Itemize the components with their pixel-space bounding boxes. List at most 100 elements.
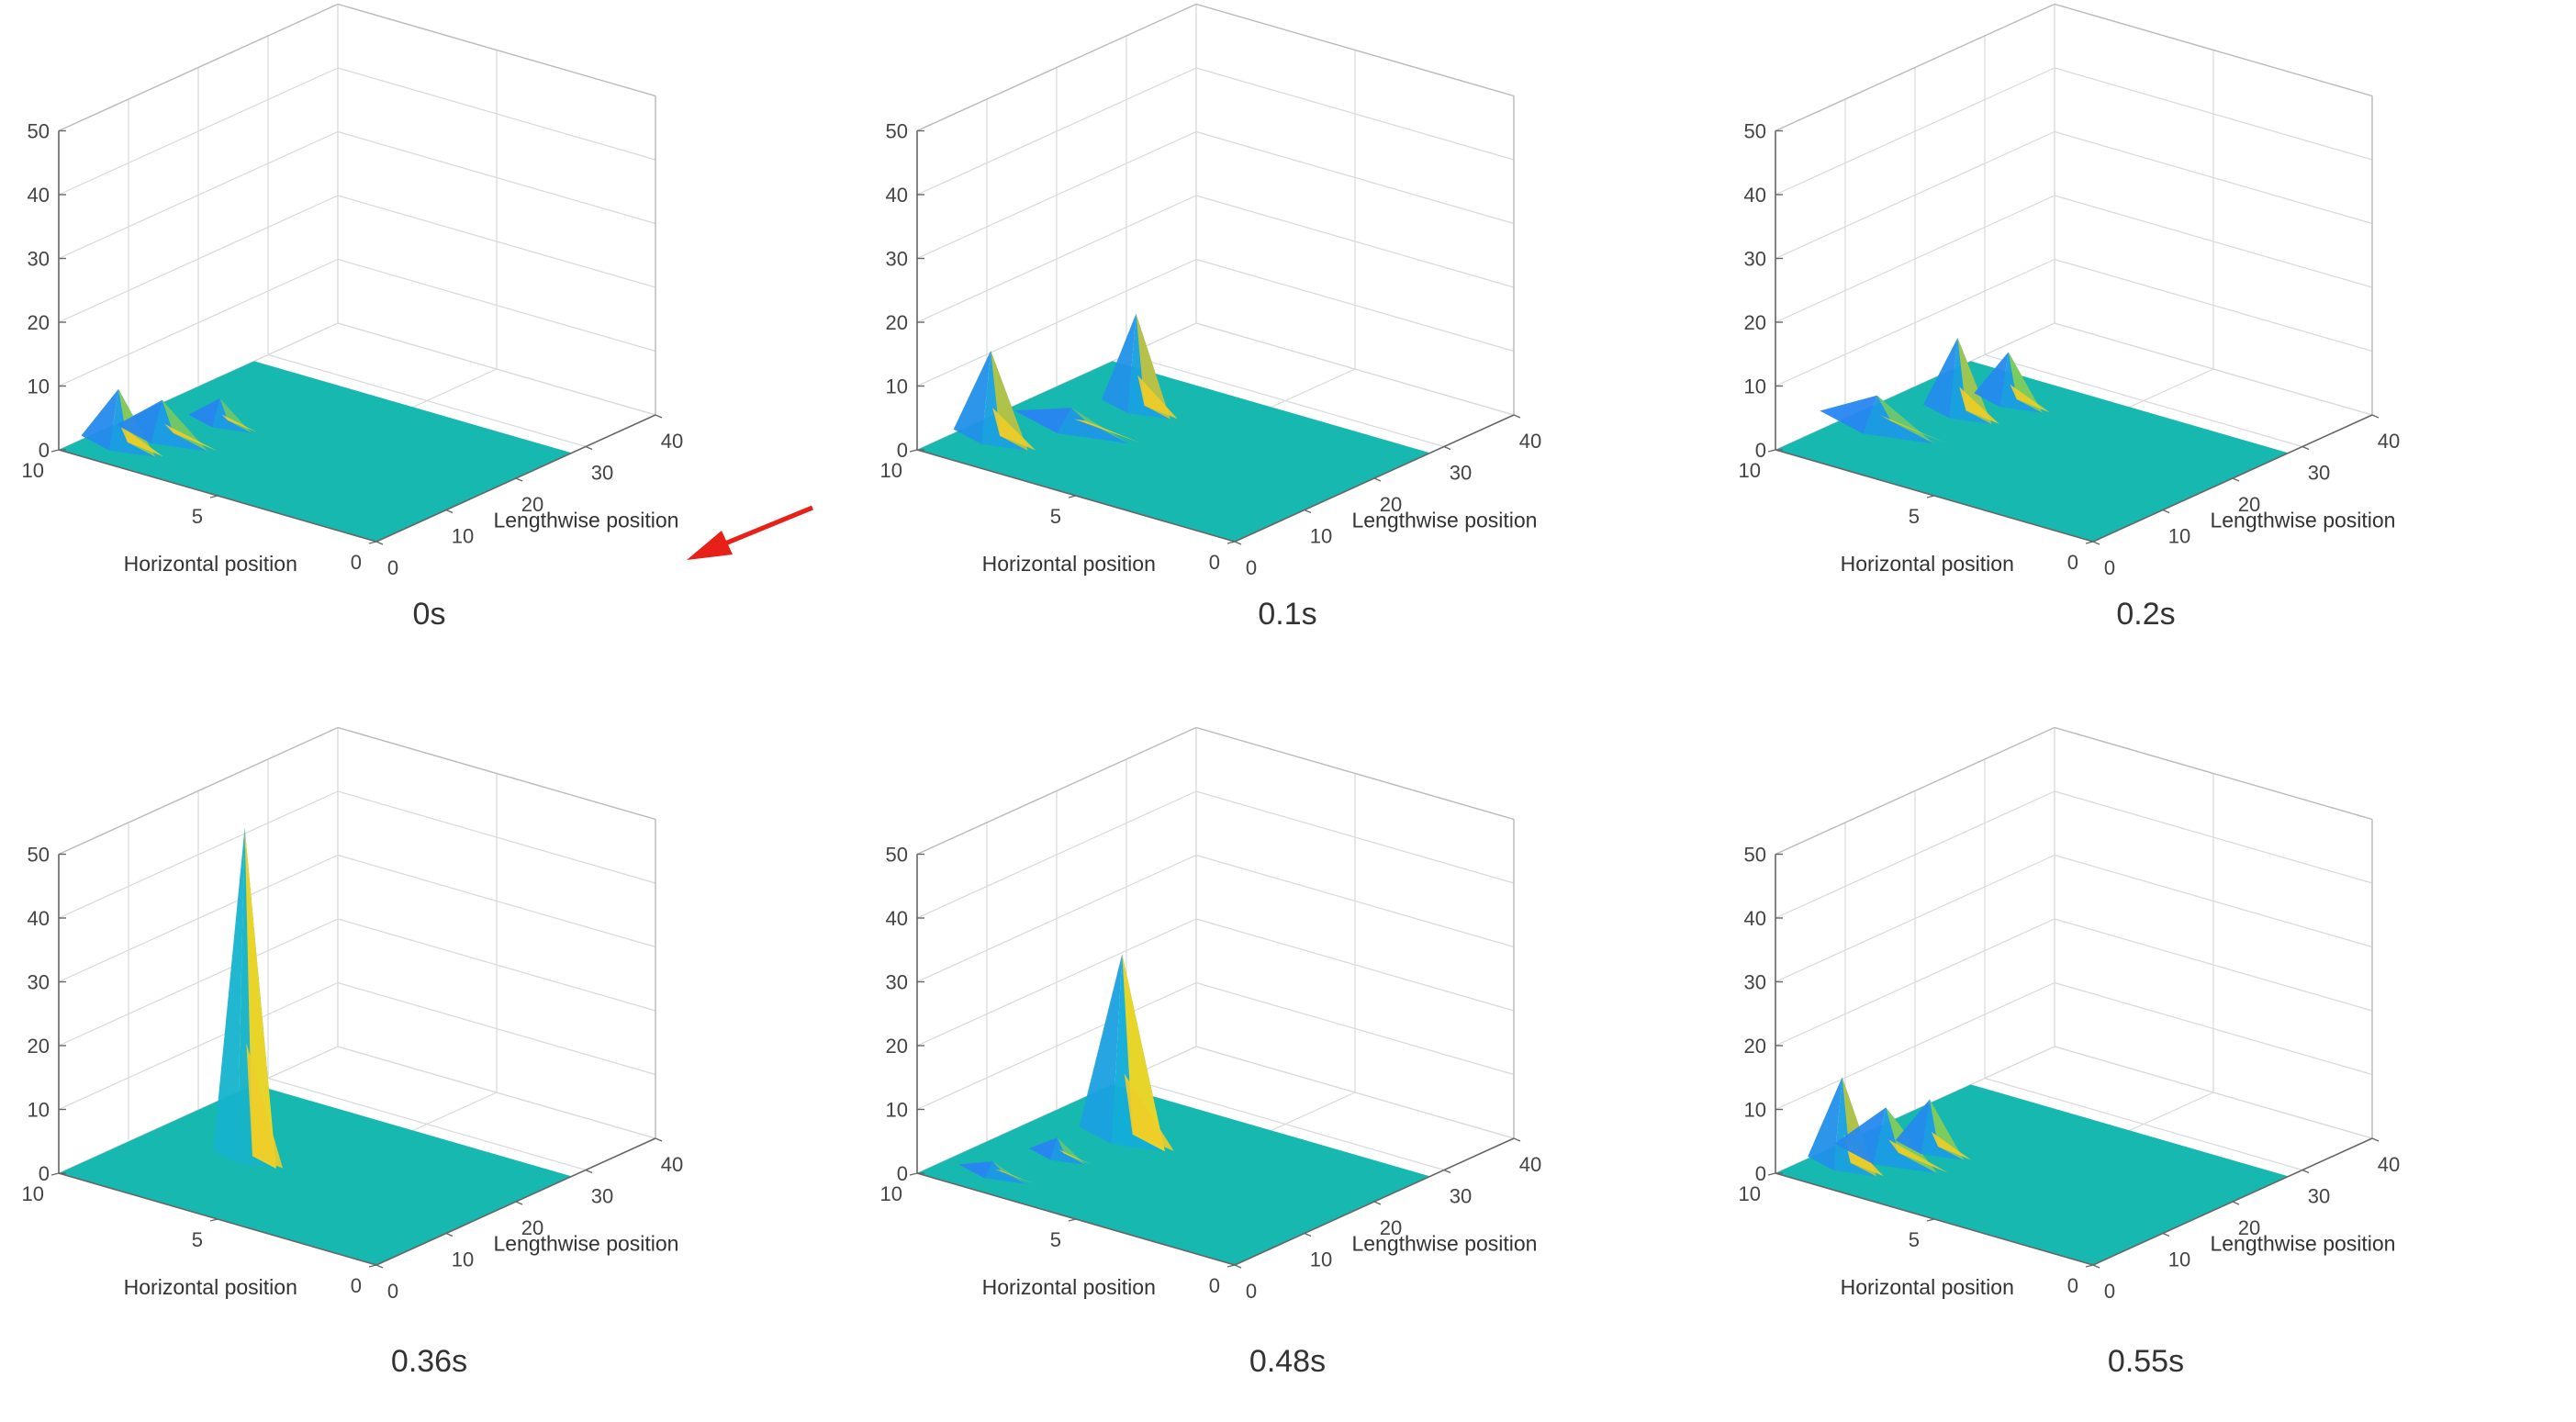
z-tick-label-p2-1: 10 [1744, 375, 1766, 398]
z-tick-label-p1-5: 50 [886, 120, 908, 143]
y-tick-label-p3-1: 5 [192, 1228, 203, 1251]
x-tick-p1-4 [1513, 414, 1521, 419]
y-tick-p2-1 [1926, 495, 1935, 498]
z-tick-label-p4-2: 20 [886, 1035, 908, 1058]
caption-0s: 0s [412, 597, 446, 632]
surface-peak-p4-2-back [1028, 1137, 1058, 1160]
x-tick-p5-2 [2232, 1201, 2240, 1205]
x-tick-p3-3 [585, 1169, 593, 1174]
z-tick-label-p1-2: 20 [886, 311, 908, 334]
x-tick-label-p4-4: 40 [1519, 1153, 1541, 1176]
grid-p2-backx-z2 [2054, 195, 2373, 288]
x-tick-label-p3-2: 20 [521, 1216, 543, 1239]
y-tick-p3-1 [209, 1218, 218, 1222]
caption-0-1s: 0.1s [1258, 597, 1317, 632]
x-tick-label-p0-1: 10 [452, 525, 474, 548]
grid-p3-backx-z1 [337, 981, 656, 1076]
x-tick-p1-0 [1234, 541, 1242, 545]
x-tick-p0-2 [515, 477, 523, 482]
grid-p1-backx-z2 [1195, 195, 1515, 288]
surface-plot-0-55s: 010203040500102030400510Ice load/kPaLeng… [1739, 726, 2400, 1303]
box-edge-p2-top2 [2054, 3, 2373, 97]
surface-peak-p3-0-back [213, 827, 245, 1163]
x-tick-label-p1-2: 20 [1380, 493, 1402, 516]
grid-p0-backx-z3 [337, 130, 656, 225]
grid-p2-backy-z2 [1775, 195, 2055, 323]
y-tick-label-p0-2: 10 [22, 459, 44, 482]
box-edge-p3-top1 [58, 726, 339, 856]
box-edge-p4-top2 [1195, 726, 1515, 821]
caption-0-48s: 0.48s [1249, 1344, 1327, 1379]
x-tick-p4-4 [1513, 1137, 1521, 1142]
x-tick-label-p0-2: 20 [521, 493, 543, 516]
grid-p2-backx-z1 [2054, 258, 2373, 353]
grid-p5-backy-z2 [1775, 918, 2055, 1047]
y-tick-label-p1-2: 10 [880, 459, 902, 482]
grid-p2-backx-z4 [2054, 67, 2373, 161]
grid-p4-backy-z1 [916, 981, 1197, 1111]
y-tick-label-p4-1: 5 [1050, 1228, 1061, 1251]
x-tick-p2-0 [2092, 541, 2100, 545]
grid-p3-backx-z4 [337, 790, 656, 884]
panel-0-55s: 010203040500102030400510Ice load/kPaLeng… [1717, 723, 2575, 1422]
surface-base-p4 [917, 1084, 1430, 1265]
x-tick-label-p4-1: 10 [1310, 1248, 1332, 1271]
grid-p0-backy-z1 [58, 258, 339, 387]
y-tick-p2-2 [1767, 449, 1776, 453]
x-tick-label-p2-3: 30 [2308, 462, 2330, 485]
y-tick-p4-1 [1068, 1218, 1077, 1222]
surface-base-p0 [59, 361, 572, 542]
z-tick-label-p3-4: 40 [28, 907, 50, 930]
grid-p4-backy-z2 [916, 918, 1197, 1047]
z-tick-label-p5-3: 30 [1744, 971, 1766, 994]
y-axis-label-p3: Horizontal position [124, 1275, 297, 1299]
x-tick-label-p0-3: 30 [591, 462, 613, 485]
y-tick-label-p0-0: 0 [351, 551, 362, 574]
x-tick-label-p5-1: 10 [2168, 1248, 2190, 1271]
grid-p4-backx-z2 [1195, 918, 1515, 1012]
y-tick-p1-0 [1226, 541, 1236, 544]
surface-plot-0-36s: 010203040500102030400510Ice load/kPaLeng… [22, 726, 683, 1303]
z-tick-label-p3-2: 20 [28, 1035, 50, 1058]
z-tick-label-p1-1: 10 [886, 375, 908, 398]
surface-peak-p1-0-highlight [992, 408, 1036, 451]
surface-peak-p1-2-highlight [1074, 419, 1141, 443]
x-tick-p4-1 [1304, 1232, 1312, 1237]
z-tick-label-p4-5: 50 [886, 844, 908, 867]
grid-p5-backx-z3 [2054, 854, 2373, 948]
z-tick-label-p5-4: 40 [1744, 907, 1766, 930]
grid-p3-backy-z4 [58, 790, 339, 919]
surface-peak-p1-2-back [1014, 408, 1071, 433]
x-tick-p2-4 [2371, 414, 2380, 419]
surface-peak-p4-0-highlight [1124, 1073, 1174, 1151]
grid-p1-backy-z3 [916, 130, 1197, 260]
y-tick-label-p3-0: 0 [351, 1274, 362, 1297]
grid-p4-backy-z4 [916, 790, 1197, 919]
surface-base-p3 [59, 1084, 572, 1265]
z-tick-label-p5-0: 0 [1755, 1162, 1766, 1185]
x-axis-label-p4: Lengthwise position [1351, 1231, 1537, 1255]
grid-p3-backy-z2 [58, 918, 339, 1047]
z-tick-label-p5-2: 20 [1744, 1035, 1766, 1058]
grid-p5-backx-z2 [2054, 918, 2373, 1012]
box-edge-p0-top1 [58, 3, 339, 132]
surface-peak-p1-0-back [953, 351, 991, 444]
panel-0-48s: 010203040500102030400510Ice load/kPaLeng… [858, 723, 1717, 1422]
grid-p5-backx-z1 [2054, 981, 2373, 1076]
grid-p1-backx-z4 [1195, 67, 1515, 161]
surface-peak-p0-2-back [188, 397, 220, 428]
x-tick-p1-2 [1373, 477, 1382, 482]
surface-peak-p0-2-highlight [221, 414, 258, 433]
z-tick-label-p1-4: 40 [886, 184, 908, 207]
x-axis-label-p3: Lengthwise position [493, 1231, 678, 1255]
box-edge-p5-top2 [2054, 726, 2373, 821]
y-tick-p3-2 [50, 1172, 60, 1176]
panel-0-36s: 010203040500102030400510Ice load/kPaLeng… [0, 723, 858, 1422]
x-tick-p2-3 [2302, 445, 2310, 451]
surface-plot-0-48s: 010203040500102030400510Ice load/kPaLeng… [880, 726, 1541, 1303]
surface-peak-p0-1-back [116, 399, 162, 443]
z-tick-label-p3-3: 30 [28, 971, 50, 994]
y-tick-label-p3-2: 10 [22, 1182, 44, 1205]
x-tick-label-p1-1: 10 [1310, 525, 1332, 548]
y-tick-label-p1-1: 5 [1050, 505, 1061, 528]
